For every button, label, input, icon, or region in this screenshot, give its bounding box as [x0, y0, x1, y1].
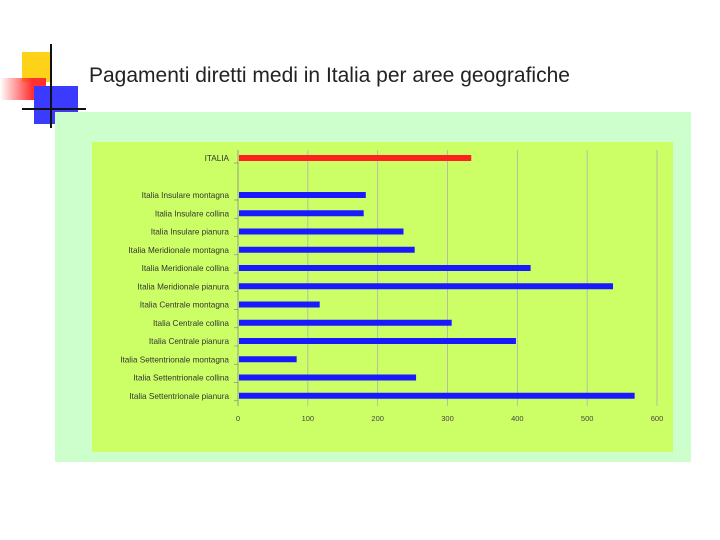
x-tick-label: 500 [581, 414, 594, 423]
bar [239, 338, 516, 344]
bar [239, 228, 404, 235]
category-label: Italia Meridionale collina [142, 264, 230, 273]
x-tick-label: 300 [441, 414, 454, 423]
slide-title: Pagamenti diretti medi in Italia per are… [89, 64, 570, 87]
bar [239, 356, 297, 363]
category-label: ITALIA [205, 154, 230, 163]
bar-highlight [239, 155, 472, 161]
category-label: Italia Centrale montagna [140, 301, 230, 310]
bar [239, 392, 635, 399]
x-tick-label: 200 [371, 414, 384, 423]
category-label: Italia Insulare montagna [142, 191, 230, 200]
bar [239, 319, 452, 326]
x-tick-label: 400 [511, 414, 524, 423]
category-label: Italia Meridionale pianura [138, 282, 230, 291]
bar [239, 265, 531, 271]
category-label: Italia Insulare collina [155, 209, 230, 218]
category-label: Italia Insulare pianura [151, 228, 230, 237]
category-label: Italia Settentrionale collina [133, 374, 229, 383]
category-label: Italia Centrale pianura [149, 337, 230, 346]
bar [239, 210, 364, 217]
bar-chart: 0 100 200 300 400 500 600 ITALIA Italia Insulare… [92, 142, 673, 452]
x-tick-label: 0 [236, 414, 240, 423]
bar [239, 283, 614, 290]
bar [239, 301, 320, 308]
decor-yellow-square [22, 52, 50, 82]
plot-background [92, 142, 673, 452]
decor-horizontal-line [22, 108, 86, 110]
bar [239, 192, 366, 198]
category-label: Italia Settentrionale pianura [129, 392, 229, 401]
decor-vertical-line [50, 44, 52, 128]
category-label: Italia Meridionale montagna [128, 246, 229, 255]
category-label: Italia Settentrionale montagna [120, 355, 229, 364]
x-tick-label: 600 [651, 414, 664, 423]
bar [239, 246, 415, 253]
bar [239, 374, 417, 381]
category-label: Italia Centrale collina [153, 319, 229, 328]
x-tick-label: 100 [302, 414, 315, 423]
chart-area: 0 100 200 300 400 500 600 ITALIA Italia Insulare… [55, 112, 691, 462]
